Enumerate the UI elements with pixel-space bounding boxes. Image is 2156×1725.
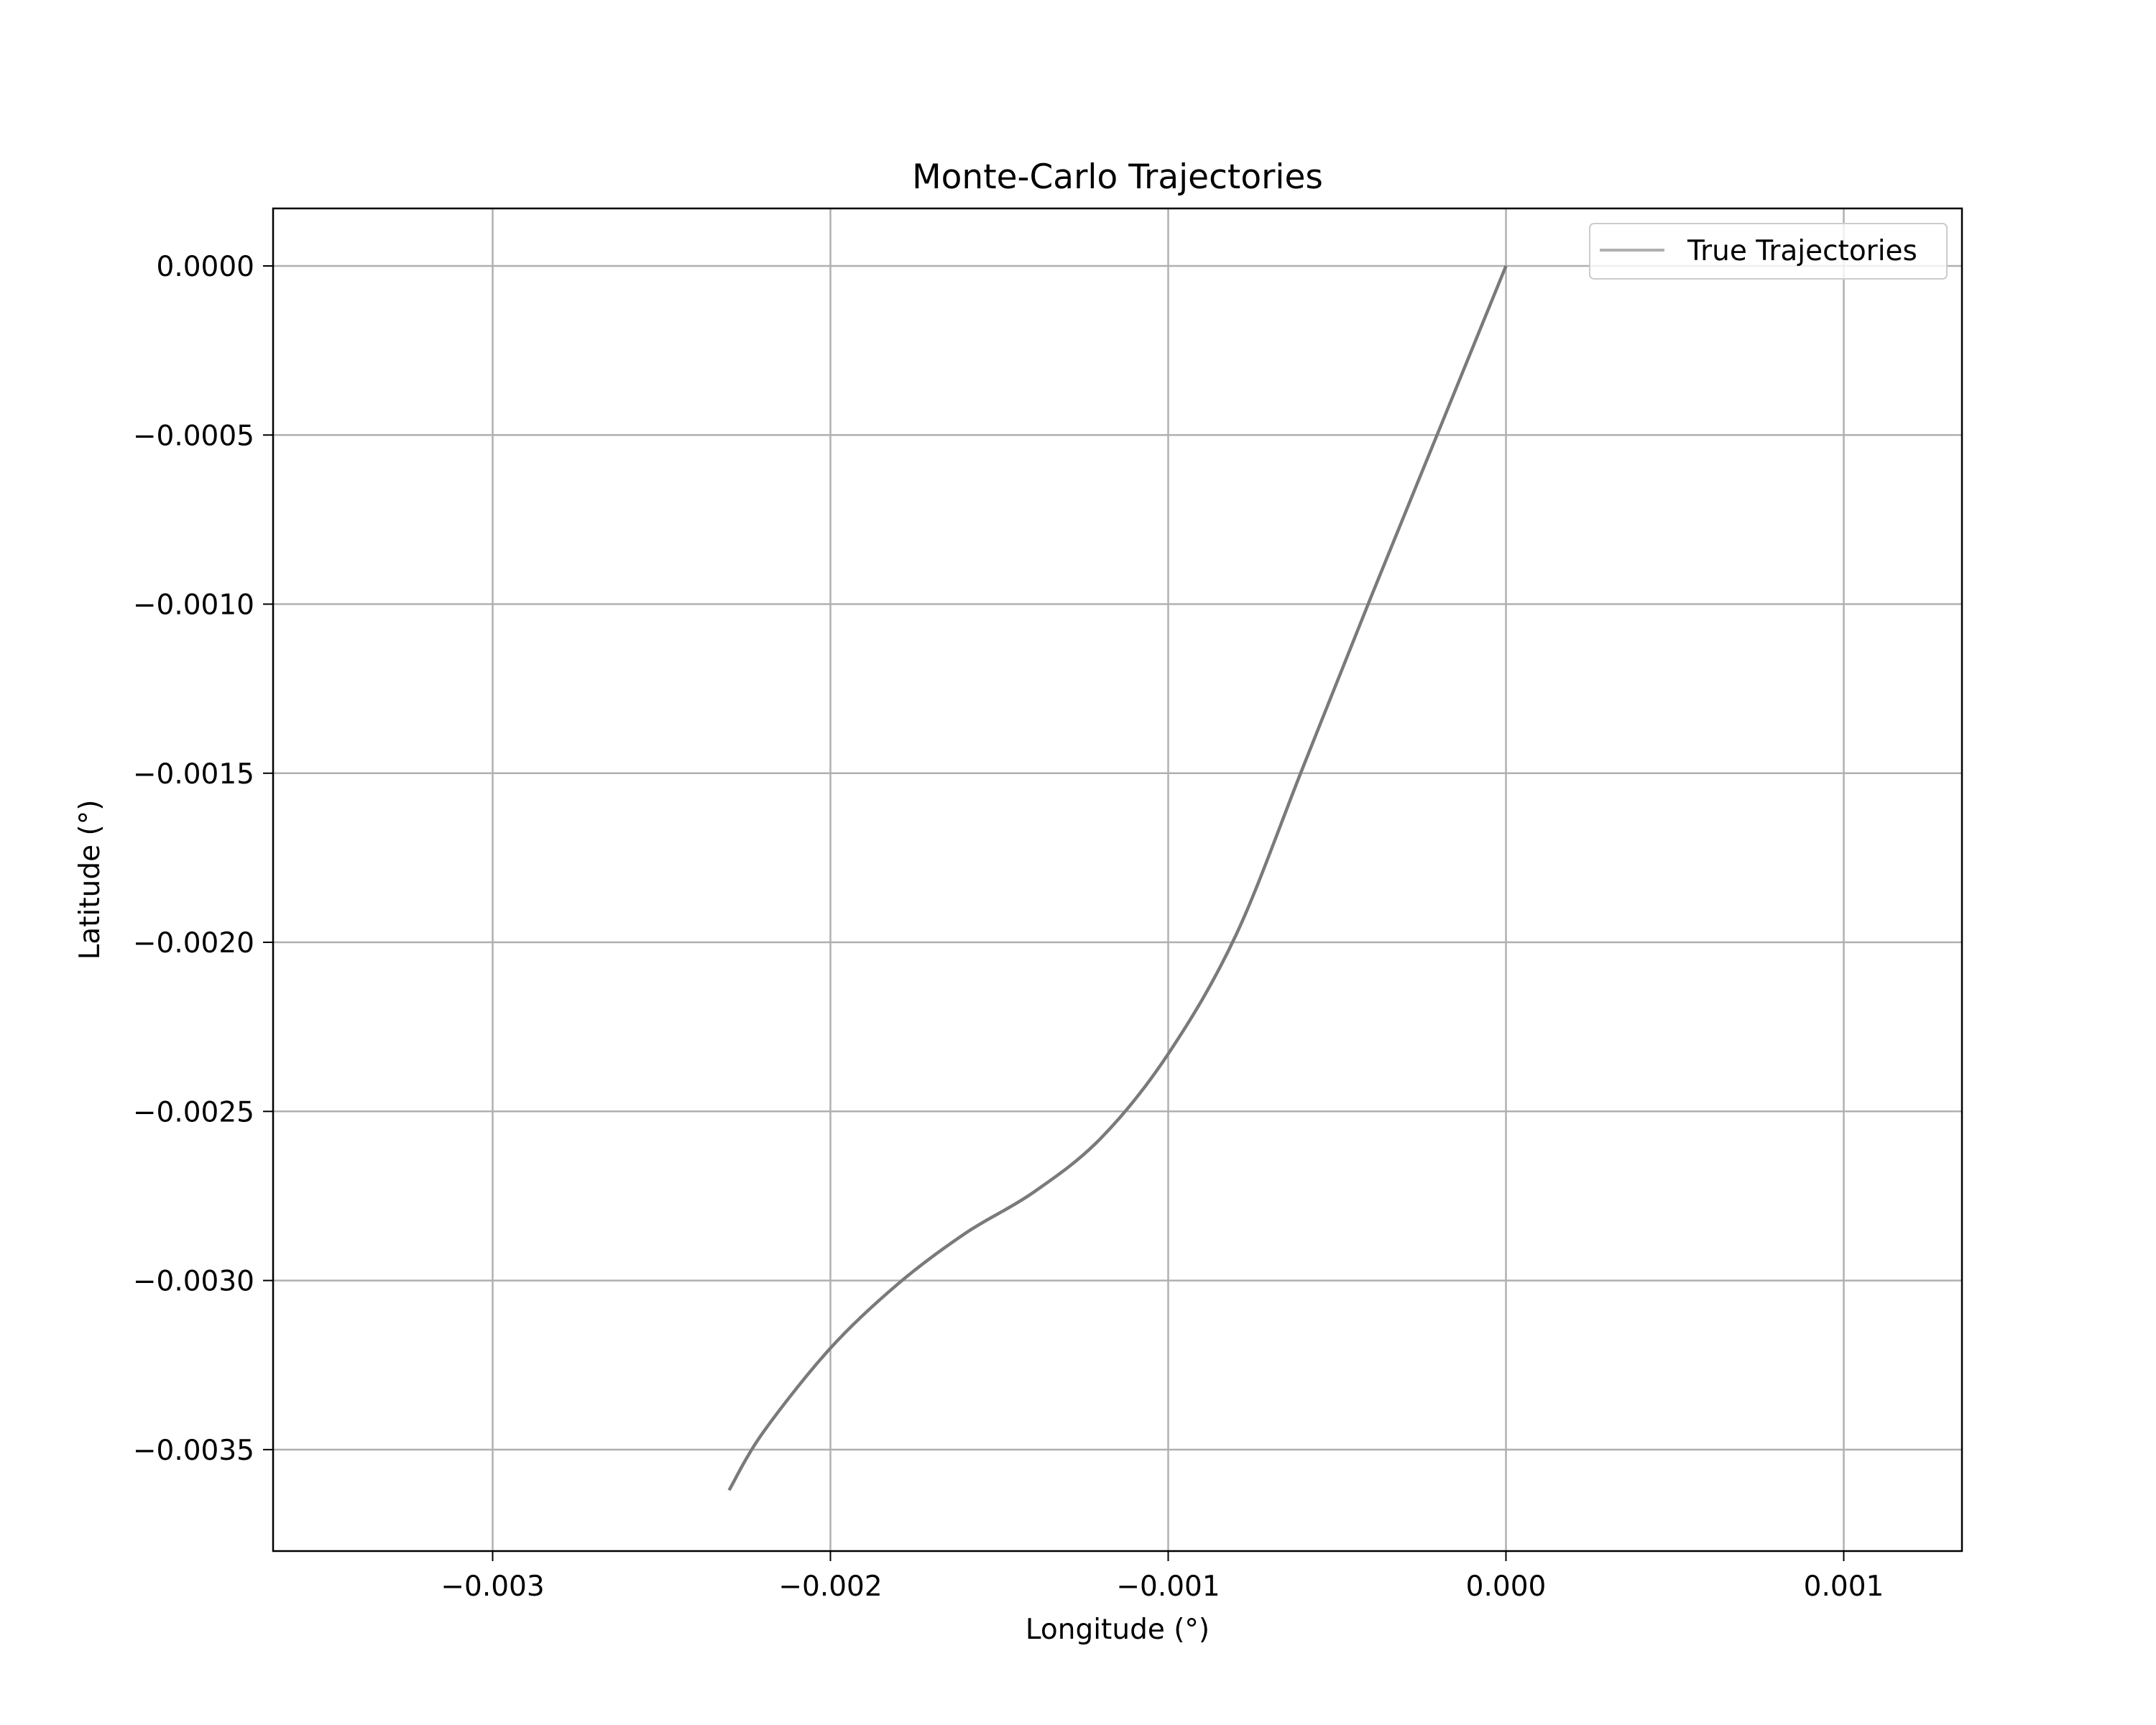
x-tick-label: 0.001	[1804, 1570, 1884, 1603]
trajectory-line	[727, 265, 1508, 1491]
grid	[273, 208, 1962, 1551]
x-tick-label: −0.003	[441, 1570, 544, 1603]
y-tick-label: −0.0015	[133, 758, 254, 791]
y-axis-ticks: 0.0000 −0.0005 −0.0010 −0.0015 −0.0020 −0.002…	[133, 251, 273, 1467]
y-tick-label: −0.0020	[133, 927, 254, 960]
x-tick-label: −0.002	[778, 1570, 882, 1603]
series-layer	[727, 265, 1508, 1491]
legend: True Trajectories	[1589, 223, 1948, 280]
plot-frame	[272, 207, 1963, 1552]
y-axis-label: Latitude (°)	[74, 800, 106, 960]
y-tick-label: 0.0000	[157, 251, 254, 283]
chart-title: Monte-Carlo Trajectories	[912, 157, 1323, 197]
x-axis-ticks: −0.003 −0.002 −0.001 0.000 0.001	[441, 1551, 1884, 1603]
plot-area	[273, 208, 1962, 1551]
y-tick-label: −0.0035	[133, 1435, 254, 1467]
y-tick-label: −0.0025	[133, 1096, 254, 1128]
x-tick-label: −0.001	[1116, 1570, 1220, 1603]
y-tick-label: −0.0030	[133, 1266, 254, 1298]
y-tick-label: −0.0005	[133, 420, 254, 452]
y-tick-label: −0.0010	[133, 589, 254, 622]
legend-label: True Trajectories	[1687, 235, 1917, 267]
legend-box	[1589, 223, 1948, 280]
x-tick-label: 0.000	[1466, 1570, 1547, 1603]
x-axis-label: Longitude (°)	[1026, 1614, 1210, 1646]
